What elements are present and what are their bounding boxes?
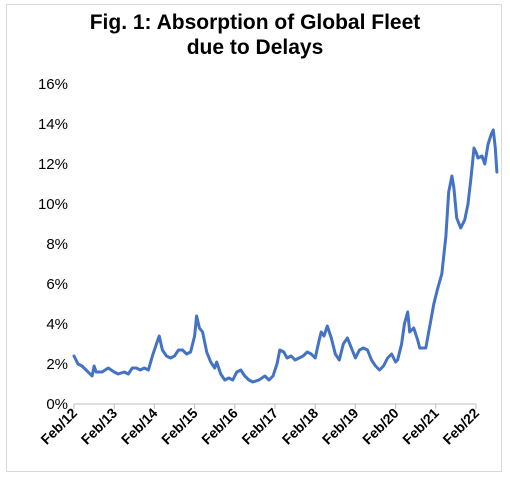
x-tick-label: Feb/13 [78,405,121,448]
x-tick-label: Feb/14 [118,405,161,448]
series-group [72,128,499,384]
y-tick-label: 2% [46,356,68,373]
x-tick-label: Feb/17 [238,405,281,448]
x-tick-label: Feb/15 [158,405,201,448]
y-tick-label: 4% [46,316,68,333]
x-tick-label: Feb/16 [198,405,241,448]
y-tick-label: 10% [38,196,68,213]
x-tick-label: Feb/18 [279,405,322,448]
y-tick-label: 6% [46,276,68,293]
chart-title: Fig. 1: Absorption of Global Fleet due t… [0,10,510,60]
y-tick-label: 16% [38,76,68,93]
x-axis-ticks: Feb/12Feb/13Feb/14Feb/15Feb/16Feb/17Feb/… [37,404,482,447]
chart-title-line-2: due to Delays [186,36,324,59]
series-line [72,128,499,384]
x-tick-label: Feb/19 [319,405,362,448]
x-tick-label: Feb/22 [439,405,482,448]
x-tick-label: Feb/20 [359,405,402,448]
y-tick-label: 14% [38,116,68,133]
y-axis-ticks: 0% 2% 4% 6% 8% 10% 12% 14% 16% [38,76,68,413]
chart-title-line-1: Fig. 1: Absorption of Global Fleet [89,11,421,34]
x-tick-label: Feb/21 [399,405,442,448]
y-tick-label: 12% [38,156,68,173]
y-tick-label: 8% [46,236,68,253]
y-tick-label: 0% [46,396,68,413]
chart-frame [6,4,502,472]
